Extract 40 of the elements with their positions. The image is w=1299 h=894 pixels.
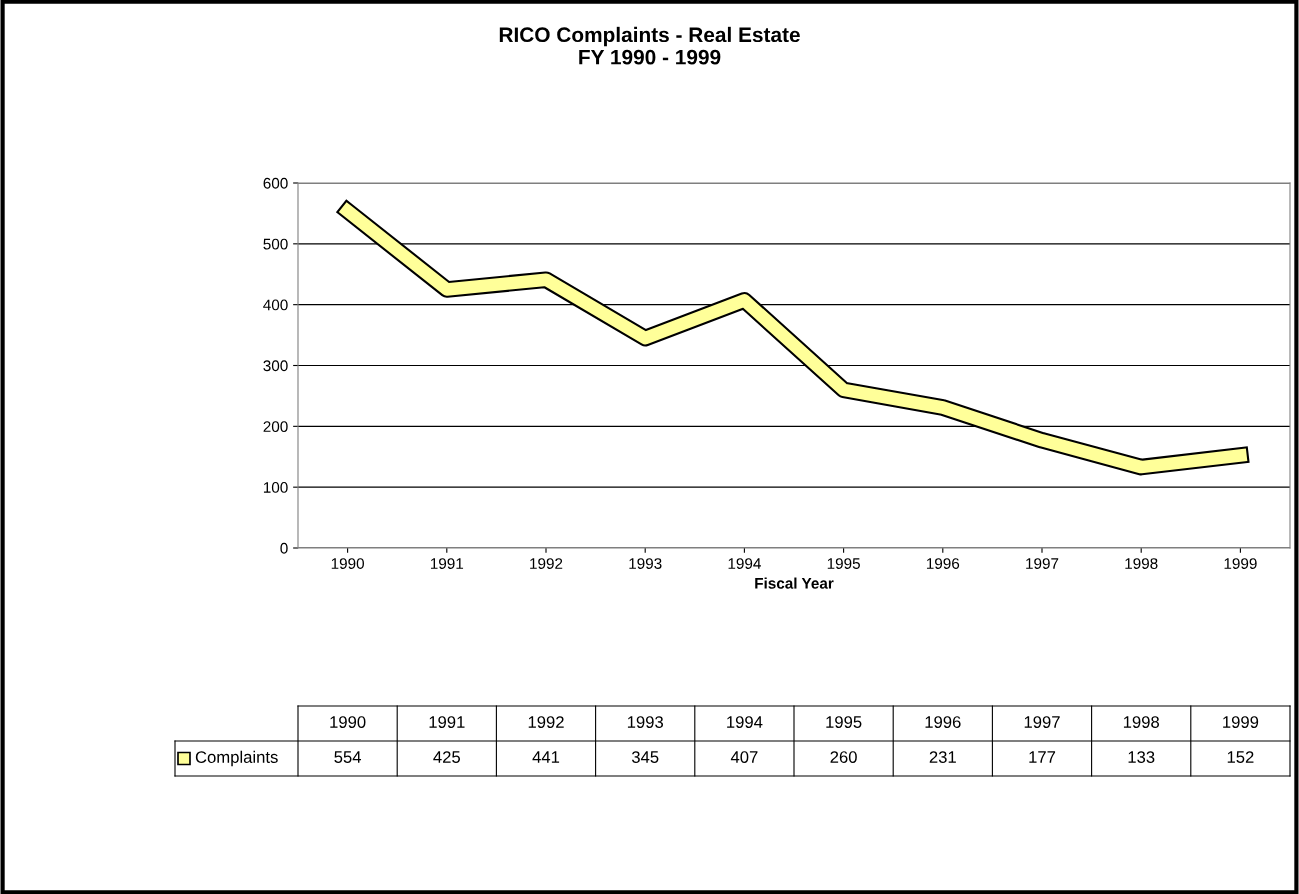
data-label: 345 — [631, 751, 659, 763]
x-tick-label: 1992 — [530, 558, 563, 569]
category-label: 1994 — [727, 716, 763, 728]
x-tick-label: 1994 — [728, 558, 761, 569]
category-label: 1993 — [627, 716, 664, 728]
x-tick-label: 1991 — [430, 558, 464, 569]
y-tick-label: 0 — [280, 542, 288, 554]
x-tick-label: 1995 — [827, 558, 860, 569]
category-label: 1995 — [826, 716, 862, 728]
y-tick-label: 500 — [263, 238, 288, 250]
category-label: 1991 — [429, 716, 465, 728]
legend-label: Complaints — [195, 750, 278, 767]
category-label: 1998 — [1123, 716, 1160, 728]
x-tick-label: 1998 — [1125, 558, 1158, 569]
data-label: 133 — [1128, 751, 1155, 763]
y-tick-label: 100 — [263, 482, 288, 493]
data-label: 425 — [433, 751, 461, 763]
category-label: 1990 — [330, 716, 366, 728]
y-tick-label: 200 — [263, 421, 288, 433]
data-label: 554 — [334, 751, 362, 763]
x-axis-title: Fiscal Year — [755, 577, 834, 589]
category-label: 1997 — [1024, 716, 1060, 728]
y-tick-label: 300 — [263, 360, 288, 372]
chart-title: RICO Complaints - Real Estate FY 1990 - 1999 — [499, 26, 800, 65]
data-label: 231 — [929, 751, 956, 763]
x-tick-label: 1990 — [331, 558, 364, 569]
data-label: 260 — [830, 751, 857, 763]
data-label: 441 — [532, 751, 560, 763]
y-tick-label: 600 — [263, 177, 288, 189]
category-label: 1996 — [925, 716, 961, 728]
data-label: 152 — [1227, 751, 1254, 763]
x-tick-label: 1993 — [629, 558, 662, 569]
x-tick-label: 1999 — [1224, 558, 1257, 569]
x-tick-label: 1997 — [1026, 558, 1059, 569]
data-label: 407 — [730, 751, 758, 763]
data-label: 177 — [1029, 751, 1056, 763]
x-tick-label: 1996 — [926, 558, 960, 569]
y-tick-label: 400 — [263, 299, 288, 311]
category-label: 1992 — [528, 716, 564, 728]
category-label: 1999 — [1223, 716, 1259, 728]
